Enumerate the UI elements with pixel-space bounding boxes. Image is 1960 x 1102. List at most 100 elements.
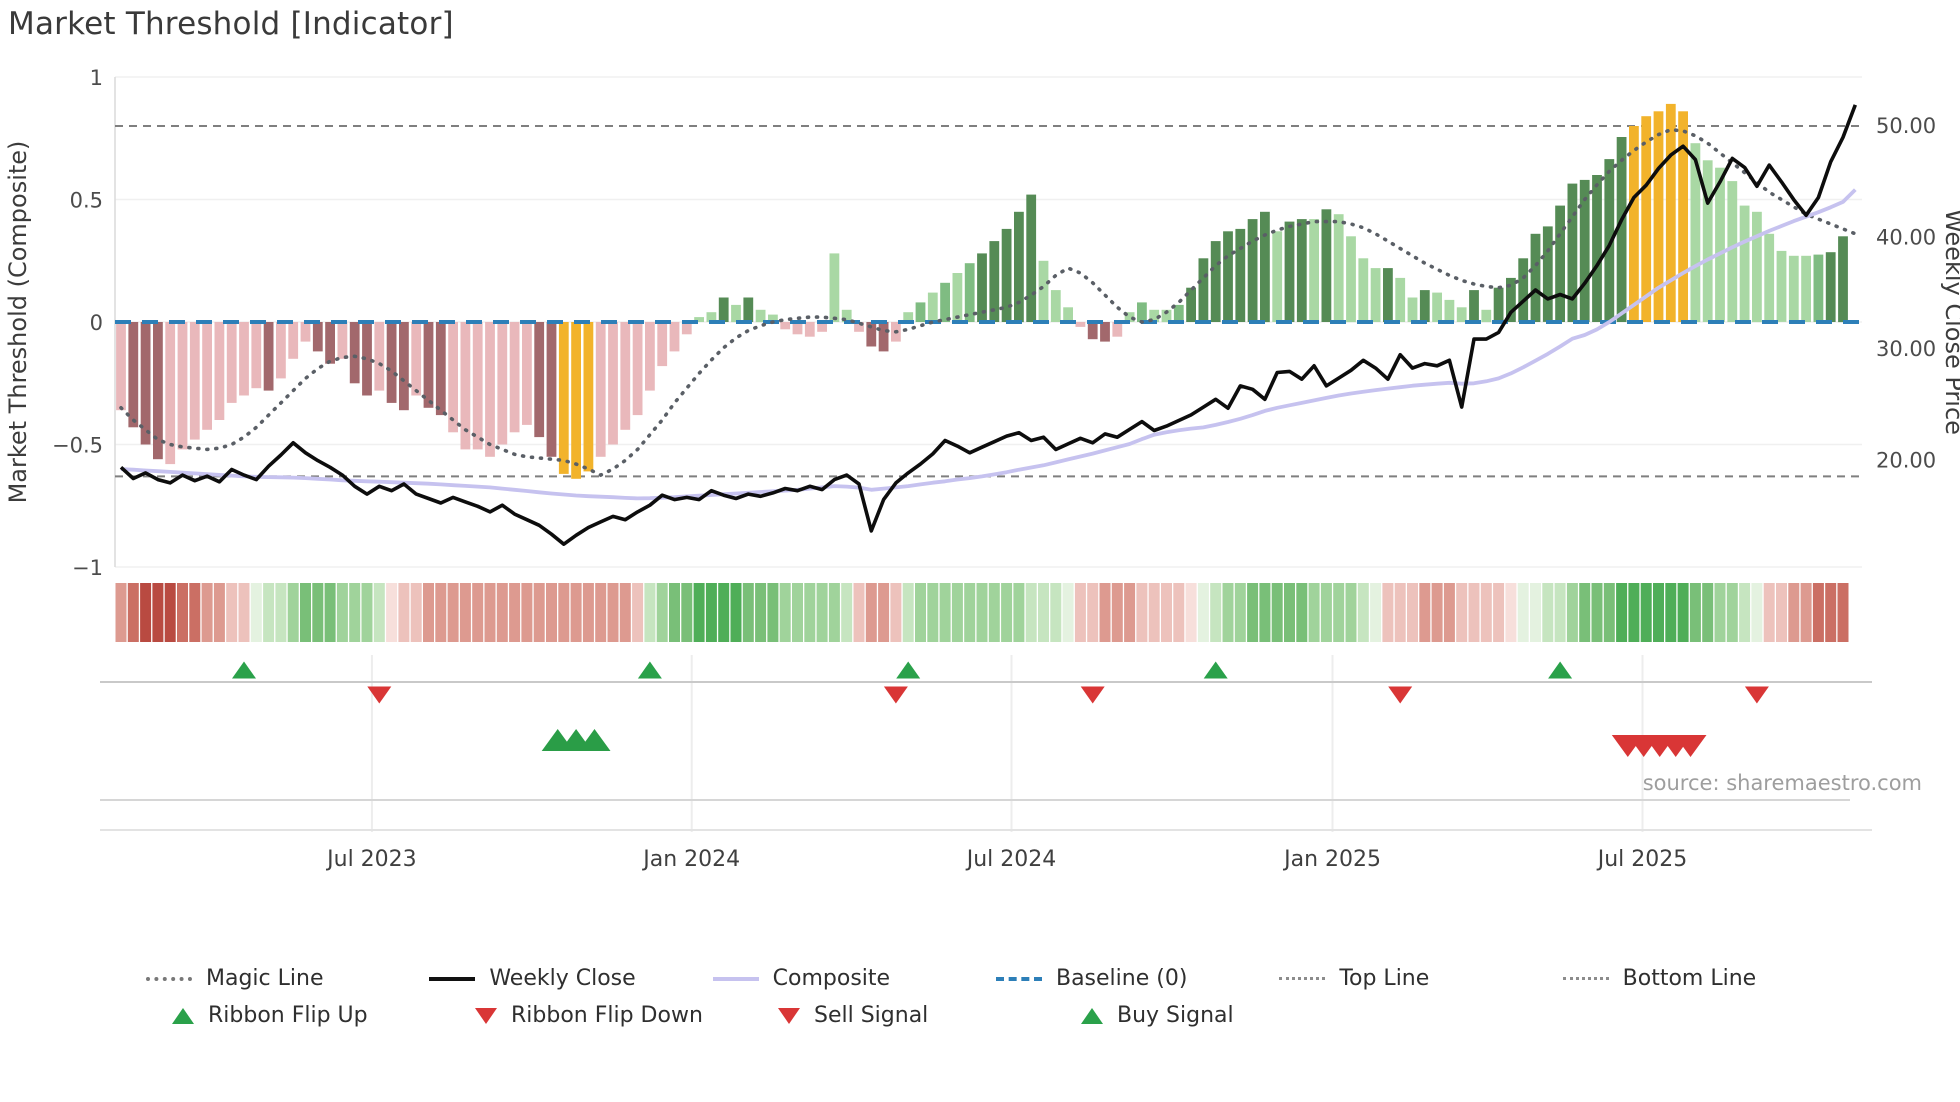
histogram-bar xyxy=(964,263,975,322)
histogram-bar xyxy=(1801,255,1811,322)
ribbon-cell xyxy=(595,583,607,642)
ribbon-cell xyxy=(300,583,311,642)
ribbon-cell xyxy=(632,583,644,642)
buy-signal-icon xyxy=(1081,1007,1103,1024)
legend-item-composite: Composite xyxy=(712,966,996,991)
histogram-bar xyxy=(755,309,766,323)
ribbon-cell xyxy=(1222,583,1234,642)
ribbon-cell xyxy=(656,583,668,642)
histogram-bar xyxy=(977,253,987,322)
ribbon-cell xyxy=(1001,583,1013,642)
histogram-bar xyxy=(214,322,225,420)
histogram-bar xyxy=(768,314,778,322)
legend-label: Sell Signal xyxy=(814,1003,929,1028)
ribbon-cell xyxy=(1419,583,1431,642)
histogram-bar xyxy=(1530,233,1541,322)
histogram-bar xyxy=(1629,126,1639,322)
ribbon-cell xyxy=(607,583,619,642)
ribbon-cell xyxy=(484,583,496,642)
histogram-bar xyxy=(349,322,360,384)
legend-item-baseline: Baseline (0) xyxy=(995,966,1279,991)
top-line-swatch-icon xyxy=(1279,977,1326,980)
chart-canvas: 1 0.5 0 −0.5 −1 50.00 40.00 30.00 20.00 Jul 2023 J… xyxy=(4,66,1960,872)
histogram-bar xyxy=(1776,250,1787,322)
ribbon-cell xyxy=(644,583,656,642)
weekly-close-swatch-icon xyxy=(429,976,476,981)
histogram-bar xyxy=(1272,231,1283,322)
ribbon-cell xyxy=(1493,583,1505,642)
right-axis-tick: 40.00 xyxy=(1876,226,1936,250)
histogram-bar xyxy=(1063,307,1073,322)
histogram-bar xyxy=(632,322,643,416)
ribbon-cell xyxy=(238,583,250,642)
histogram-bar xyxy=(116,322,126,411)
ribbon-cell xyxy=(496,583,508,642)
histogram-bar xyxy=(952,273,963,322)
ribbon-cell xyxy=(349,583,361,642)
histogram-bar xyxy=(460,322,471,450)
histogram-bar xyxy=(497,322,508,445)
ribbon-cell xyxy=(1038,583,1049,642)
histogram-bar xyxy=(1260,211,1270,323)
histogram-bar xyxy=(1346,236,1356,323)
ribbon-cell xyxy=(164,583,176,642)
ribbon-cell xyxy=(546,583,557,642)
histogram-bar xyxy=(1702,160,1713,322)
ribbon-cell xyxy=(681,583,693,642)
ribbon-flip-up-marker xyxy=(232,661,256,679)
ribbon-cell xyxy=(1136,583,1148,642)
ribbon-cell xyxy=(1763,583,1775,642)
ribbon-cell xyxy=(939,583,951,642)
ribbon-cell xyxy=(1370,583,1382,642)
ribbon-flip-down-icon xyxy=(475,1007,497,1024)
legend-row-1: Magic Line Weekly Close Composite Baseli… xyxy=(146,966,1846,991)
ribbon-cell xyxy=(1247,583,1259,642)
ribbon-cell xyxy=(1530,583,1541,642)
right-axis-tick: 30.00 xyxy=(1876,337,1936,361)
histogram-bar xyxy=(731,304,741,323)
composite-swatch-icon xyxy=(712,976,759,981)
ribbon-cell xyxy=(767,583,779,642)
ribbon-cell xyxy=(1726,583,1738,642)
histogram-bar xyxy=(1764,233,1775,322)
ribbon-cell xyxy=(1788,583,1800,642)
ribbon-cell xyxy=(361,583,373,642)
signal-rows xyxy=(100,655,1872,832)
legend-item-top-line: Top Line xyxy=(1279,966,1562,991)
ribbon-cell xyxy=(509,583,521,642)
bottom-line-swatch-icon xyxy=(1562,977,1609,980)
histogram-bar xyxy=(435,322,446,416)
ribbon-cell xyxy=(804,583,816,642)
ribbon-cell xyxy=(263,583,275,642)
histogram-bar xyxy=(128,322,139,428)
histogram-bar xyxy=(140,322,151,445)
ribbon-cell xyxy=(1480,583,1492,642)
x-axis-tick: Jan 2025 xyxy=(1282,847,1381,872)
legend-label: Ribbon Flip Up xyxy=(208,1003,368,1028)
histogram-bar xyxy=(1481,309,1492,323)
histogram-bar xyxy=(1678,111,1688,322)
histogram-bar xyxy=(940,282,950,322)
ribbon-cell xyxy=(988,583,1000,642)
ribbon-cell xyxy=(398,583,410,642)
histogram-bar xyxy=(546,322,557,457)
histogram-bar xyxy=(1604,159,1615,322)
ribbon-cell xyxy=(582,583,594,642)
histogram-bar xyxy=(669,322,680,352)
ribbon-cell xyxy=(1099,583,1111,642)
ribbon-cell xyxy=(755,583,767,642)
ribbon-cell xyxy=(1259,583,1271,642)
histogram-bar xyxy=(189,322,200,440)
ribbon-cell xyxy=(447,583,459,642)
histogram-bar xyxy=(558,322,569,474)
ribbon-cell xyxy=(275,583,287,642)
line-series xyxy=(119,104,1858,546)
histogram-bar xyxy=(1296,219,1307,322)
ribbon-cell xyxy=(312,583,324,642)
ribbon-cell xyxy=(1394,583,1406,642)
ribbon-cell xyxy=(1284,583,1295,642)
histogram-bar xyxy=(780,322,791,330)
histogram-bar xyxy=(411,322,422,396)
ribbon-cell xyxy=(152,583,164,642)
ribbon-cell xyxy=(177,583,188,642)
